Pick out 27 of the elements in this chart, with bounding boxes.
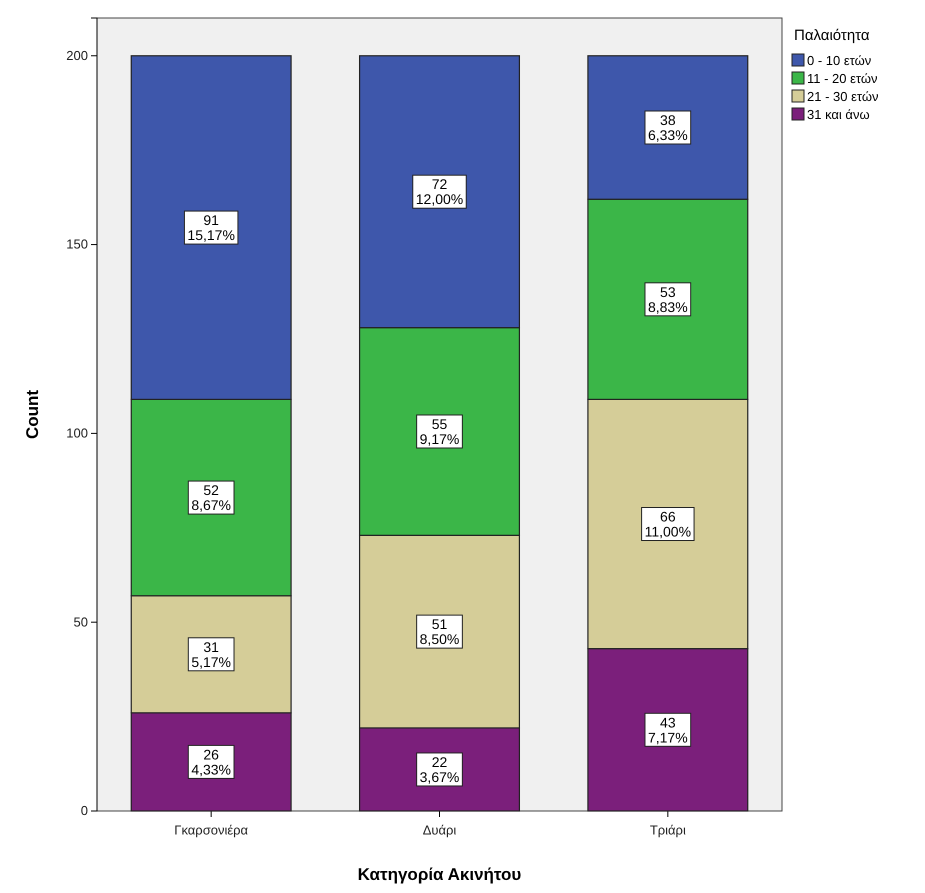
x-tick-label: Τριάρι [650,822,686,838]
legend-title: Παλαιότητα [794,27,870,44]
data-label: 43 7,17% [648,714,688,746]
data-label: 66 11,00% [644,508,692,540]
data-label: 91 15,17% [187,212,235,244]
legend-label: 31 και άνω [807,107,870,122]
y-tick-label: 50 [74,614,88,630]
data-label: 31 5,17% [191,638,232,670]
y-tick-label: 0 [80,803,88,818]
data-label: 72 12,00% [416,176,464,208]
x-tick-label: Δυάρι [422,822,456,838]
data-label: 52 8,67% [191,482,232,514]
legend-label: 11 - 20 ετών [807,71,878,86]
data-label: 55 9,17% [420,416,460,447]
y-tick-label: 150 [66,236,88,252]
x-tick-label: Γκαρσονιέρα [174,822,249,838]
data-label: 26 4,33% [191,746,232,778]
x-axis-title: Κατηγορία Ακινήτου [358,865,522,884]
y-axis-title: Count [23,390,42,440]
y-tick-label: 100 [66,426,88,441]
data-label: 38 6,33% [648,112,688,144]
data-label: 53 8,83% [648,284,688,315]
y-tick-label: 200 [66,48,88,63]
data-label: 22 3,67% [420,754,460,785]
legend-label: 21 - 30 ετών [807,89,878,104]
legend-label: 0 - 10 ετών [807,53,872,68]
data-label: 51 8,50% [420,616,460,648]
